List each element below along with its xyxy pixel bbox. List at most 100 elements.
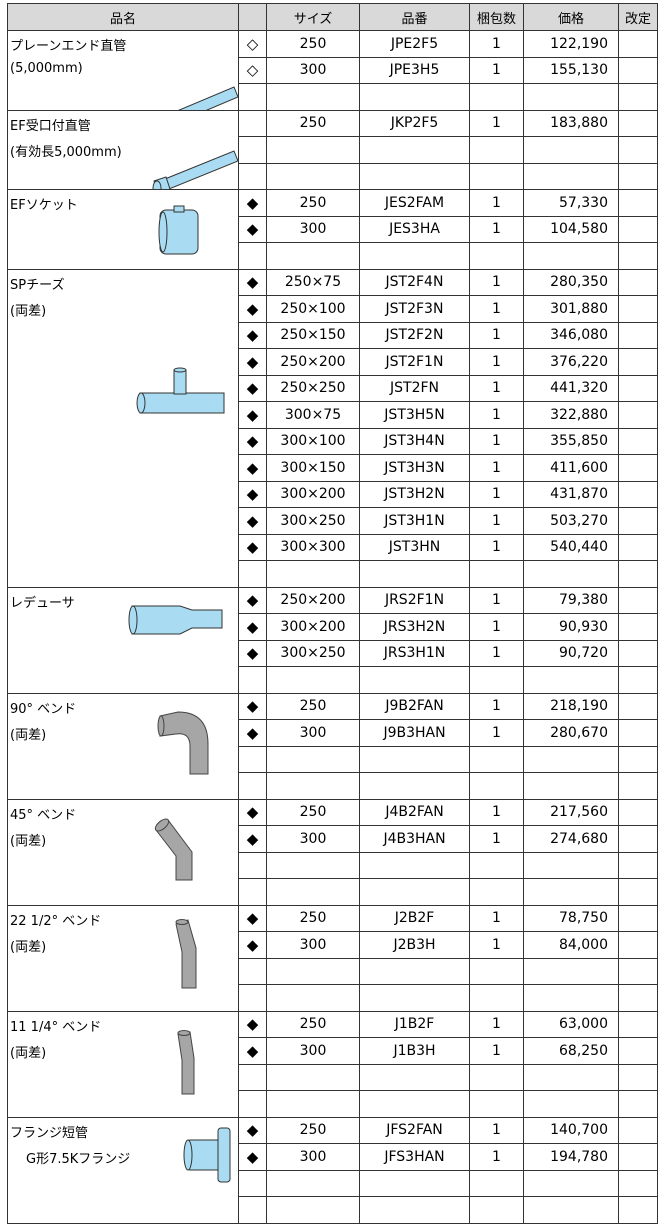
revision-cell [618, 1063, 658, 1091]
product-name: 11 1/4° ベンド [10, 1019, 102, 1035]
mark-cell: ◆ [238, 639, 267, 667]
product-cell: SPチーズ (両差) [7, 268, 239, 588]
price-cell [523, 1196, 619, 1224]
qty-cell [469, 957, 524, 985]
price-cell: 140,700 [523, 1116, 619, 1144]
product-box: 90° ベンド (両差) [9, 694, 238, 798]
revision-cell [618, 745, 658, 773]
product-name: EF受口付直管 [10, 118, 91, 134]
size-cell: 250 [266, 692, 360, 720]
header-cell: 改定 [618, 3, 658, 31]
table-row: ◆ 300×300 JST3HN 1 540,440 [8, 533, 658, 561]
product-cell: プレーンエンド直管 (5,000mm) [7, 30, 239, 111]
price-cell: 68,250 [523, 1037, 619, 1065]
mark-cell [238, 83, 267, 111]
revision-cell [618, 719, 658, 747]
code-cell: JST3H3N [359, 454, 470, 482]
product-cell: フランジ短管 G形7.5Kフランジ [7, 1116, 239, 1224]
product-cell: EFソケット [7, 189, 239, 270]
price-cell: 63,000 [523, 1010, 619, 1038]
code-cell [359, 984, 470, 1012]
mark-cell: ◆ [238, 825, 267, 853]
table-row [8, 772, 658, 800]
code-cell: JRS3H1N [359, 639, 470, 667]
revision-cell [618, 321, 658, 349]
table-row: EFソケット ◆ 250 JES2FAM 1 57,330 [7, 189, 658, 270]
table-row: プレーンエンド直管 (5,000mm) ◇ 250 JPE2F5 1 122,190 [7, 30, 658, 111]
table-row: ◇ 300 JPE3H5 1 155,130 [8, 56, 658, 84]
price-cell: 217,560 [523, 798, 619, 826]
price-cell [523, 957, 619, 985]
qty-cell: 1 [469, 348, 524, 376]
code-cell: JST2F2N [359, 321, 470, 349]
code-cell: JFS2FAN [359, 1116, 470, 1144]
table-row [8, 984, 658, 1012]
code-cell [359, 745, 470, 773]
size-cell [266, 136, 360, 164]
mark-cell: ◆ [238, 586, 267, 614]
code-cell: J1B2F [359, 1010, 470, 1038]
product-box: SPチーズ (両差) [9, 270, 238, 586]
price-cell [523, 242, 619, 270]
mark-cell [238, 666, 267, 694]
mark-cell: ◆ [238, 719, 267, 747]
price-cell: 346,080 [523, 321, 619, 349]
table-row: フランジ短管 G形7.5Kフランジ ◆ 250 JFS2FAN 1 140,700 [7, 1116, 658, 1224]
mark-cell [238, 1169, 267, 1197]
product-image [157, 710, 209, 774]
code-cell: J4B3HAN [359, 825, 470, 853]
price-cell [523, 772, 619, 800]
price-cell [523, 851, 619, 879]
price-cell: 540,440 [523, 533, 619, 561]
size-cell [266, 1063, 360, 1091]
mark-cell: ◆ [238, 215, 267, 243]
mark-cell [238, 878, 267, 906]
size-cell: 250×200 [266, 348, 360, 376]
header-row: 品名 サイズ 品番 梱包数 価格 改定 [7, 3, 658, 31]
qty-cell: 1 [469, 1037, 524, 1065]
qty-cell: 1 [469, 507, 524, 535]
qty-cell: 1 [469, 904, 524, 932]
code-cell: J9B2FAN [359, 692, 470, 720]
code-cell [359, 1196, 470, 1224]
header-cell: 品番 [359, 3, 470, 31]
mark-cell [238, 109, 267, 137]
revision-cell [618, 851, 658, 879]
code-cell: JPE3H5 [359, 56, 470, 84]
revision-cell [618, 189, 658, 217]
qty-cell: 1 [469, 321, 524, 349]
revision-cell [618, 454, 658, 482]
size-cell: 300×200 [266, 613, 360, 641]
size-cell [266, 83, 360, 111]
header-cell [238, 3, 267, 31]
revision-cell [618, 613, 658, 641]
product-image [154, 818, 193, 880]
code-cell: JST3H5N [359, 401, 470, 429]
product-cell: レデューサ [7, 586, 239, 694]
header-cell: 価格 [523, 3, 619, 31]
header-cell: 梱包数 [469, 3, 524, 31]
table-row: 45° ベンド (両差) ◆ 250 J4B2FAN 1 217,560 [7, 798, 658, 906]
table-row: ◆ 250×200 JST2F1N 1 376,220 [8, 348, 658, 376]
size-cell: 250 [266, 30, 360, 58]
product-image [152, 149, 238, 189]
mark-cell: ◆ [238, 1143, 267, 1171]
table-row [8, 162, 658, 190]
size-cell: 300×250 [266, 639, 360, 667]
price-cell: 194,780 [523, 1143, 619, 1171]
code-cell: J2B3H [359, 931, 470, 959]
revision-cell [618, 162, 658, 190]
qty-cell [469, 1063, 524, 1091]
table-row [8, 957, 658, 985]
price-cell: 355,850 [523, 427, 619, 455]
qty-cell: 1 [469, 268, 524, 296]
product-note: (両差) [10, 939, 47, 955]
code-cell: JST3H4N [359, 427, 470, 455]
qty-cell: 1 [469, 215, 524, 243]
size-cell: 300 [266, 215, 360, 243]
qty-cell: 1 [469, 613, 524, 641]
revision-cell [618, 401, 658, 429]
qty-cell [469, 1090, 524, 1118]
price-cell: 218,190 [523, 692, 619, 720]
revision-cell [618, 798, 658, 826]
